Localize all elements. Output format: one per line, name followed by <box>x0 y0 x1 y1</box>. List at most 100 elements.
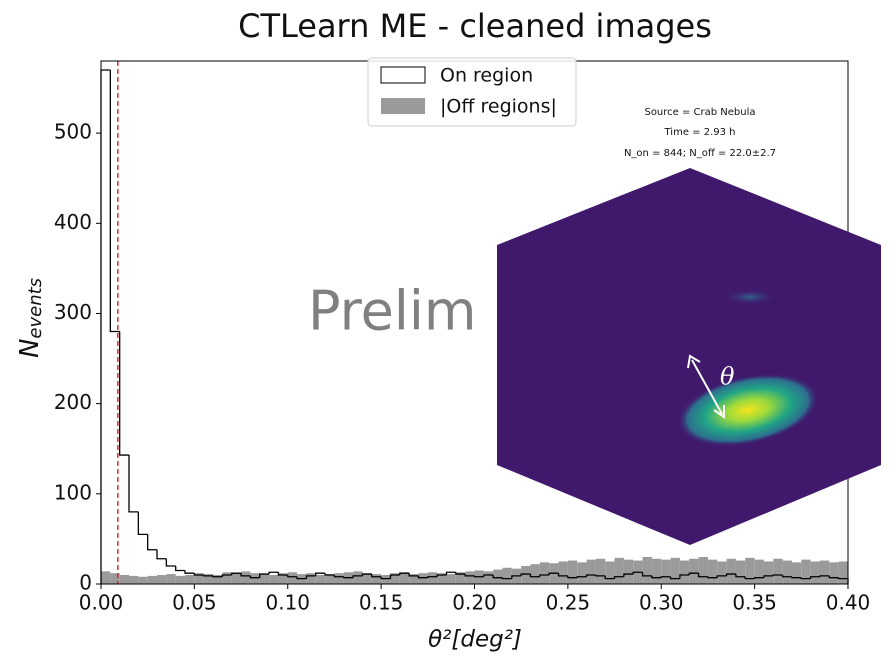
hist-bar <box>503 568 512 584</box>
hist-bar <box>624 560 633 584</box>
hist-bar <box>801 560 810 584</box>
x-tick-label: 0.40 <box>826 591 871 615</box>
hist-bar <box>465 571 474 584</box>
chart: CTLearn ME - cleaned images Prelim 0.000… <box>0 0 895 664</box>
hist-bar <box>493 570 502 584</box>
watermark: Prelim <box>308 280 476 343</box>
hist-bar <box>148 576 157 584</box>
hist-bar <box>792 562 801 584</box>
hist-bar <box>671 558 680 584</box>
hist-bar <box>166 574 175 584</box>
hist-bar <box>185 575 194 584</box>
hist-bar <box>260 574 269 584</box>
hist-bar <box>727 559 736 584</box>
legend-swatch <box>381 67 425 83</box>
annotation: Time = 2.93 h <box>664 127 736 138</box>
hist-bar <box>773 559 782 584</box>
hist-bar <box>699 557 708 584</box>
hist-bar <box>101 571 110 584</box>
hist-step <box>269 572 278 574</box>
legend-label: On region <box>440 65 533 87</box>
chart-title: CTLearn ME - cleaned images <box>238 7 712 45</box>
theta-label: θ <box>720 363 735 391</box>
hist-step <box>185 570 194 573</box>
inset-image: θ <box>497 168 881 545</box>
y-label-sub: events <box>25 278 46 339</box>
hist-bar <box>222 572 231 584</box>
x-axis-label: θ²[deg²] <box>428 627 522 653</box>
y-axis-label: Nevents <box>15 278 47 358</box>
hist-bar <box>587 560 596 584</box>
hist-step <box>101 70 110 584</box>
hist-bar <box>568 561 577 584</box>
hist-bar <box>400 572 409 584</box>
hist-step <box>176 566 185 571</box>
hist-bar <box>559 561 568 584</box>
hist-bar <box>484 571 493 584</box>
hist-bar <box>232 573 241 584</box>
hist-bar <box>521 566 530 584</box>
hist-bar <box>269 575 278 584</box>
hist-bar <box>120 575 129 584</box>
x-tick-label: 0.35 <box>732 591 777 615</box>
hist-bar <box>708 560 717 584</box>
hist-bar <box>680 561 689 584</box>
hist-bar <box>689 559 698 584</box>
camera-streak <box>722 289 778 305</box>
hist-bar <box>829 562 838 584</box>
hist-bar <box>531 564 540 584</box>
hist-step <box>120 332 129 456</box>
hist-bar <box>811 561 820 584</box>
y-tick-label: 400 <box>54 210 92 234</box>
hist-bar <box>764 561 773 584</box>
hist-bar <box>717 561 726 584</box>
x-tick-label: 0.25 <box>546 591 591 615</box>
hist-bar <box>381 575 390 584</box>
y-tick-label: 0 <box>79 571 92 595</box>
x-tick-label: 0.15 <box>359 591 404 615</box>
hist-bar <box>577 562 586 584</box>
hist-bar <box>820 561 829 584</box>
hist-bar <box>615 558 624 584</box>
hist-bar <box>428 572 437 584</box>
x-tick-label: 0.30 <box>639 591 684 615</box>
hist-bar <box>334 573 343 584</box>
legend-swatch <box>381 98 425 114</box>
hist-bar <box>129 576 138 584</box>
x-tick-label: 0.10 <box>265 591 310 615</box>
annotation: Source = Crab Nebula <box>644 107 755 118</box>
hist-bar <box>755 560 764 584</box>
hist-step <box>166 559 175 566</box>
hist-step <box>129 455 138 512</box>
hist-bar <box>745 558 754 584</box>
hist-bar <box>596 559 605 584</box>
annotations: Source = Crab Nebula Time = 2.93 h N_on … <box>624 107 776 159</box>
hist-bar <box>353 571 362 584</box>
hist-bar <box>288 572 297 584</box>
hist-bar <box>783 561 792 584</box>
hist-bar <box>661 560 670 584</box>
y-tick-label: 100 <box>54 480 92 504</box>
hist-bar <box>446 574 455 584</box>
legend: On region |Off regions| <box>368 58 576 126</box>
hist-bar <box>652 559 661 584</box>
y-tick-label: 200 <box>54 390 92 414</box>
x-tick-label: 0.05 <box>172 591 217 615</box>
hist-bar <box>306 573 315 584</box>
hist-step <box>148 534 157 549</box>
hist-bar <box>157 575 166 584</box>
x-tick-label: 0.20 <box>452 591 497 615</box>
hist-bar <box>839 561 848 584</box>
hist-bar <box>372 574 381 584</box>
hist-step <box>157 550 166 559</box>
legend-label: |Off regions| <box>440 96 557 118</box>
hist-bar <box>250 573 259 584</box>
hist-bar <box>362 573 371 584</box>
hist-bar <box>138 577 147 584</box>
hist-bar <box>241 571 250 584</box>
hist-step <box>138 512 147 535</box>
annotation: N_on = 844; N_off = 22.0±2.7 <box>624 148 776 159</box>
hist-bar <box>605 561 614 584</box>
y-tick-label: 500 <box>54 120 92 144</box>
hist-bar <box>540 562 549 584</box>
